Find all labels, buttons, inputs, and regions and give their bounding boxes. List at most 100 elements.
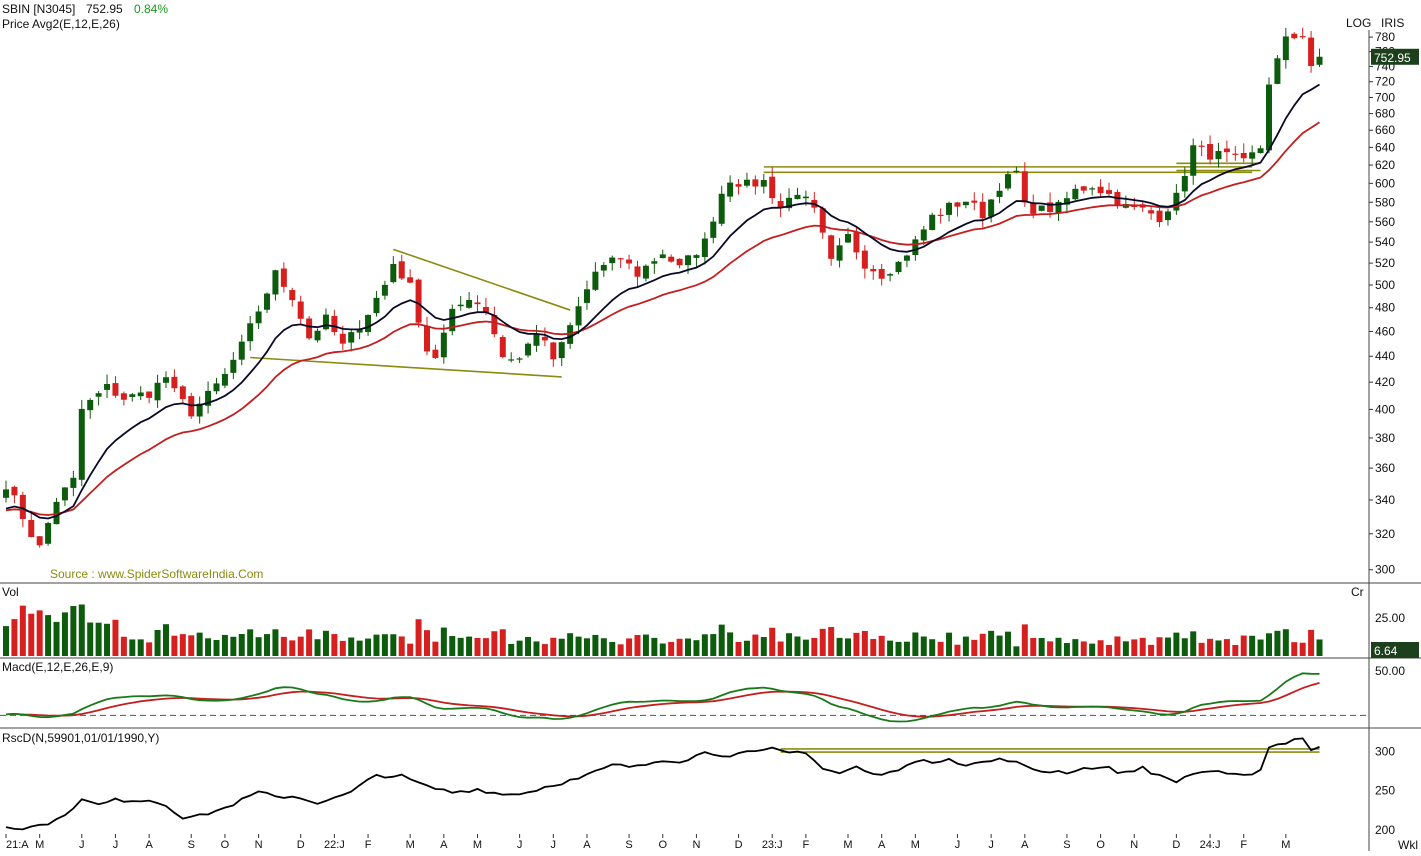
- volume-bar: [112, 619, 119, 656]
- volume-bar: [255, 637, 262, 656]
- candle-body: [828, 235, 835, 259]
- candle-body: [794, 194, 801, 200]
- candle-body: [988, 199, 995, 217]
- candle-body: [1038, 205, 1045, 211]
- volume-bar: [171, 635, 178, 656]
- candle-body: [255, 311, 262, 324]
- volume-bar: [735, 641, 742, 656]
- volume-bar: [1173, 632, 1180, 656]
- volume-bar: [903, 641, 910, 656]
- candle-body: [1198, 145, 1205, 147]
- volume-bar: [1089, 643, 1096, 656]
- volume-bar: [314, 639, 321, 656]
- x-tick-label: F: [803, 839, 810, 851]
- candle-body: [432, 349, 439, 358]
- candle-body: [129, 394, 136, 397]
- x-tick-label: O: [658, 839, 667, 851]
- volume-bar: [137, 639, 144, 656]
- change-label: 0.84%: [134, 2, 168, 16]
- candle-body: [617, 258, 624, 260]
- price-tick-label: 720: [1375, 75, 1395, 89]
- volume-bar: [482, 638, 489, 656]
- log-scale-toggle[interactable]: LOG: [1346, 16, 1371, 30]
- volume-bar: [1139, 637, 1146, 656]
- candle-body: [407, 277, 414, 283]
- candle-body: [845, 234, 851, 243]
- volume-bar: [777, 641, 784, 656]
- candle-body: [541, 336, 548, 341]
- volume-bar: [390, 634, 397, 656]
- candle-body: [701, 238, 708, 258]
- x-tick-label: M: [911, 839, 920, 851]
- x-tick-label: J: [955, 839, 961, 851]
- volume-bar: [449, 636, 456, 656]
- candle-body: [533, 334, 540, 346]
- x-tick-label: 24:J: [1200, 839, 1221, 851]
- volume-bar: [878, 635, 885, 656]
- candle-body: [1207, 144, 1214, 160]
- volume-bar: [491, 631, 498, 656]
- volume-bar: [1156, 637, 1163, 656]
- candle-body: [1089, 188, 1096, 190]
- volume-bar: [828, 627, 835, 656]
- volume-bar: [1038, 637, 1045, 656]
- candle-body: [659, 254, 666, 259]
- candle-body: [1156, 210, 1163, 223]
- candle-body: [440, 332, 447, 358]
- price-tick-label: 440: [1375, 349, 1395, 363]
- candle-body: [777, 200, 784, 208]
- volume-bar: [381, 634, 388, 656]
- candle-body: [550, 342, 557, 360]
- candle-body: [727, 182, 734, 197]
- volume-tick-label: 25.00: [1375, 611, 1405, 625]
- volume-bar: [676, 638, 683, 656]
- candle-body: [861, 250, 868, 269]
- volume-bar: [1030, 637, 1037, 656]
- volume-bar: [769, 627, 776, 656]
- candle-body: [247, 323, 254, 342]
- volume-bar: [1114, 636, 1121, 656]
- volume-bar: [129, 639, 136, 656]
- volume-bar: [474, 637, 481, 656]
- price-tick-label: 420: [1375, 375, 1395, 389]
- volume-bar: [373, 634, 380, 656]
- candle-body: [1232, 153, 1239, 155]
- volume-bar: [188, 635, 195, 656]
- volume-bar: [794, 636, 801, 656]
- volume-bar: [533, 641, 540, 656]
- candle-body: [112, 383, 119, 396]
- volume-bar: [1215, 640, 1222, 656]
- x-tick-label: J: [517, 839, 523, 851]
- volume-bar: [1291, 642, 1298, 656]
- volume-bar: [432, 641, 439, 656]
- candle-body: [895, 261, 902, 273]
- candle-body: [1063, 198, 1070, 205]
- volume-bar: [238, 634, 245, 656]
- volume-bar: [19, 605, 26, 656]
- volume-bar: [979, 633, 986, 656]
- candle-body: [264, 293, 271, 310]
- volume-bar: [466, 636, 473, 656]
- volume-bar: [525, 636, 532, 656]
- volume-bar: [1164, 637, 1171, 656]
- volume-bar: [861, 630, 868, 656]
- candle-body: [954, 202, 961, 207]
- volume-bar: [264, 634, 271, 656]
- candle-body: [398, 261, 405, 279]
- x-tick-label: A: [878, 839, 886, 851]
- volume-bar: [104, 623, 111, 656]
- volume-bar: [988, 630, 995, 656]
- volume-bar: [1190, 631, 1197, 656]
- x-tick-label: N: [1130, 839, 1138, 851]
- volume-bar: [954, 644, 961, 656]
- price-tick-label: 540: [1375, 235, 1395, 249]
- volume-bar: [718, 624, 725, 656]
- candle-body: [567, 325, 574, 344]
- candle-body: [1181, 175, 1188, 192]
- candle-body: [929, 214, 936, 231]
- volume-bar: [668, 641, 675, 656]
- volume-bar: [1249, 635, 1256, 656]
- volume-bar: [1299, 642, 1306, 656]
